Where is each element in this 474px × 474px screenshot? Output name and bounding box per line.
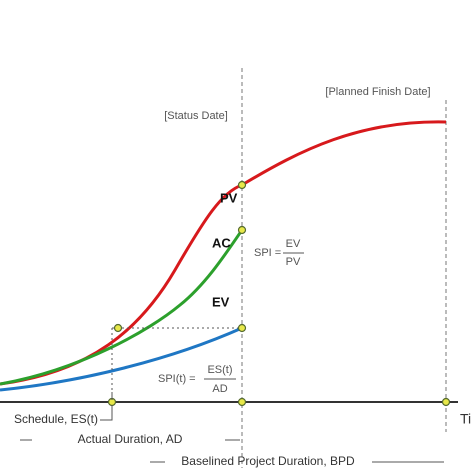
spi-den: PV [286, 256, 301, 268]
es-label: Schedule, ES(t) [14, 412, 98, 426]
ac-curve [0, 229, 244, 386]
spit-lhs: SPI(t) = [158, 373, 196, 385]
bpd-label: Baselined Project Duration, BPD [181, 454, 355, 468]
x-axis-label: Ti [460, 411, 471, 427]
pv-label: PV [220, 190, 238, 205]
ev-curve [0, 326, 243, 392]
spit-den: AD [212, 383, 227, 395]
ad-label: Actual Duration, AD [78, 432, 183, 446]
spi-num: EV [286, 238, 301, 250]
spi-lhs: SPI = [254, 247, 281, 259]
ev-label: EV [212, 294, 230, 309]
points [107, 180, 451, 407]
status-axis-point [237, 397, 247, 407]
spit-num: ES(t) [207, 364, 232, 376]
es-bracket [100, 405, 113, 421]
es-point [113, 323, 123, 333]
pv-point [237, 180, 247, 190]
ev-point [237, 323, 247, 333]
ac-label: AC [212, 235, 231, 250]
pv-curve [0, 120, 447, 386]
status-date-label: [Status Date] [164, 110, 228, 122]
finish-axis-point [441, 397, 451, 407]
ac-point [237, 225, 247, 235]
planned-finish-label: [Planned Finish Date] [325, 86, 430, 98]
